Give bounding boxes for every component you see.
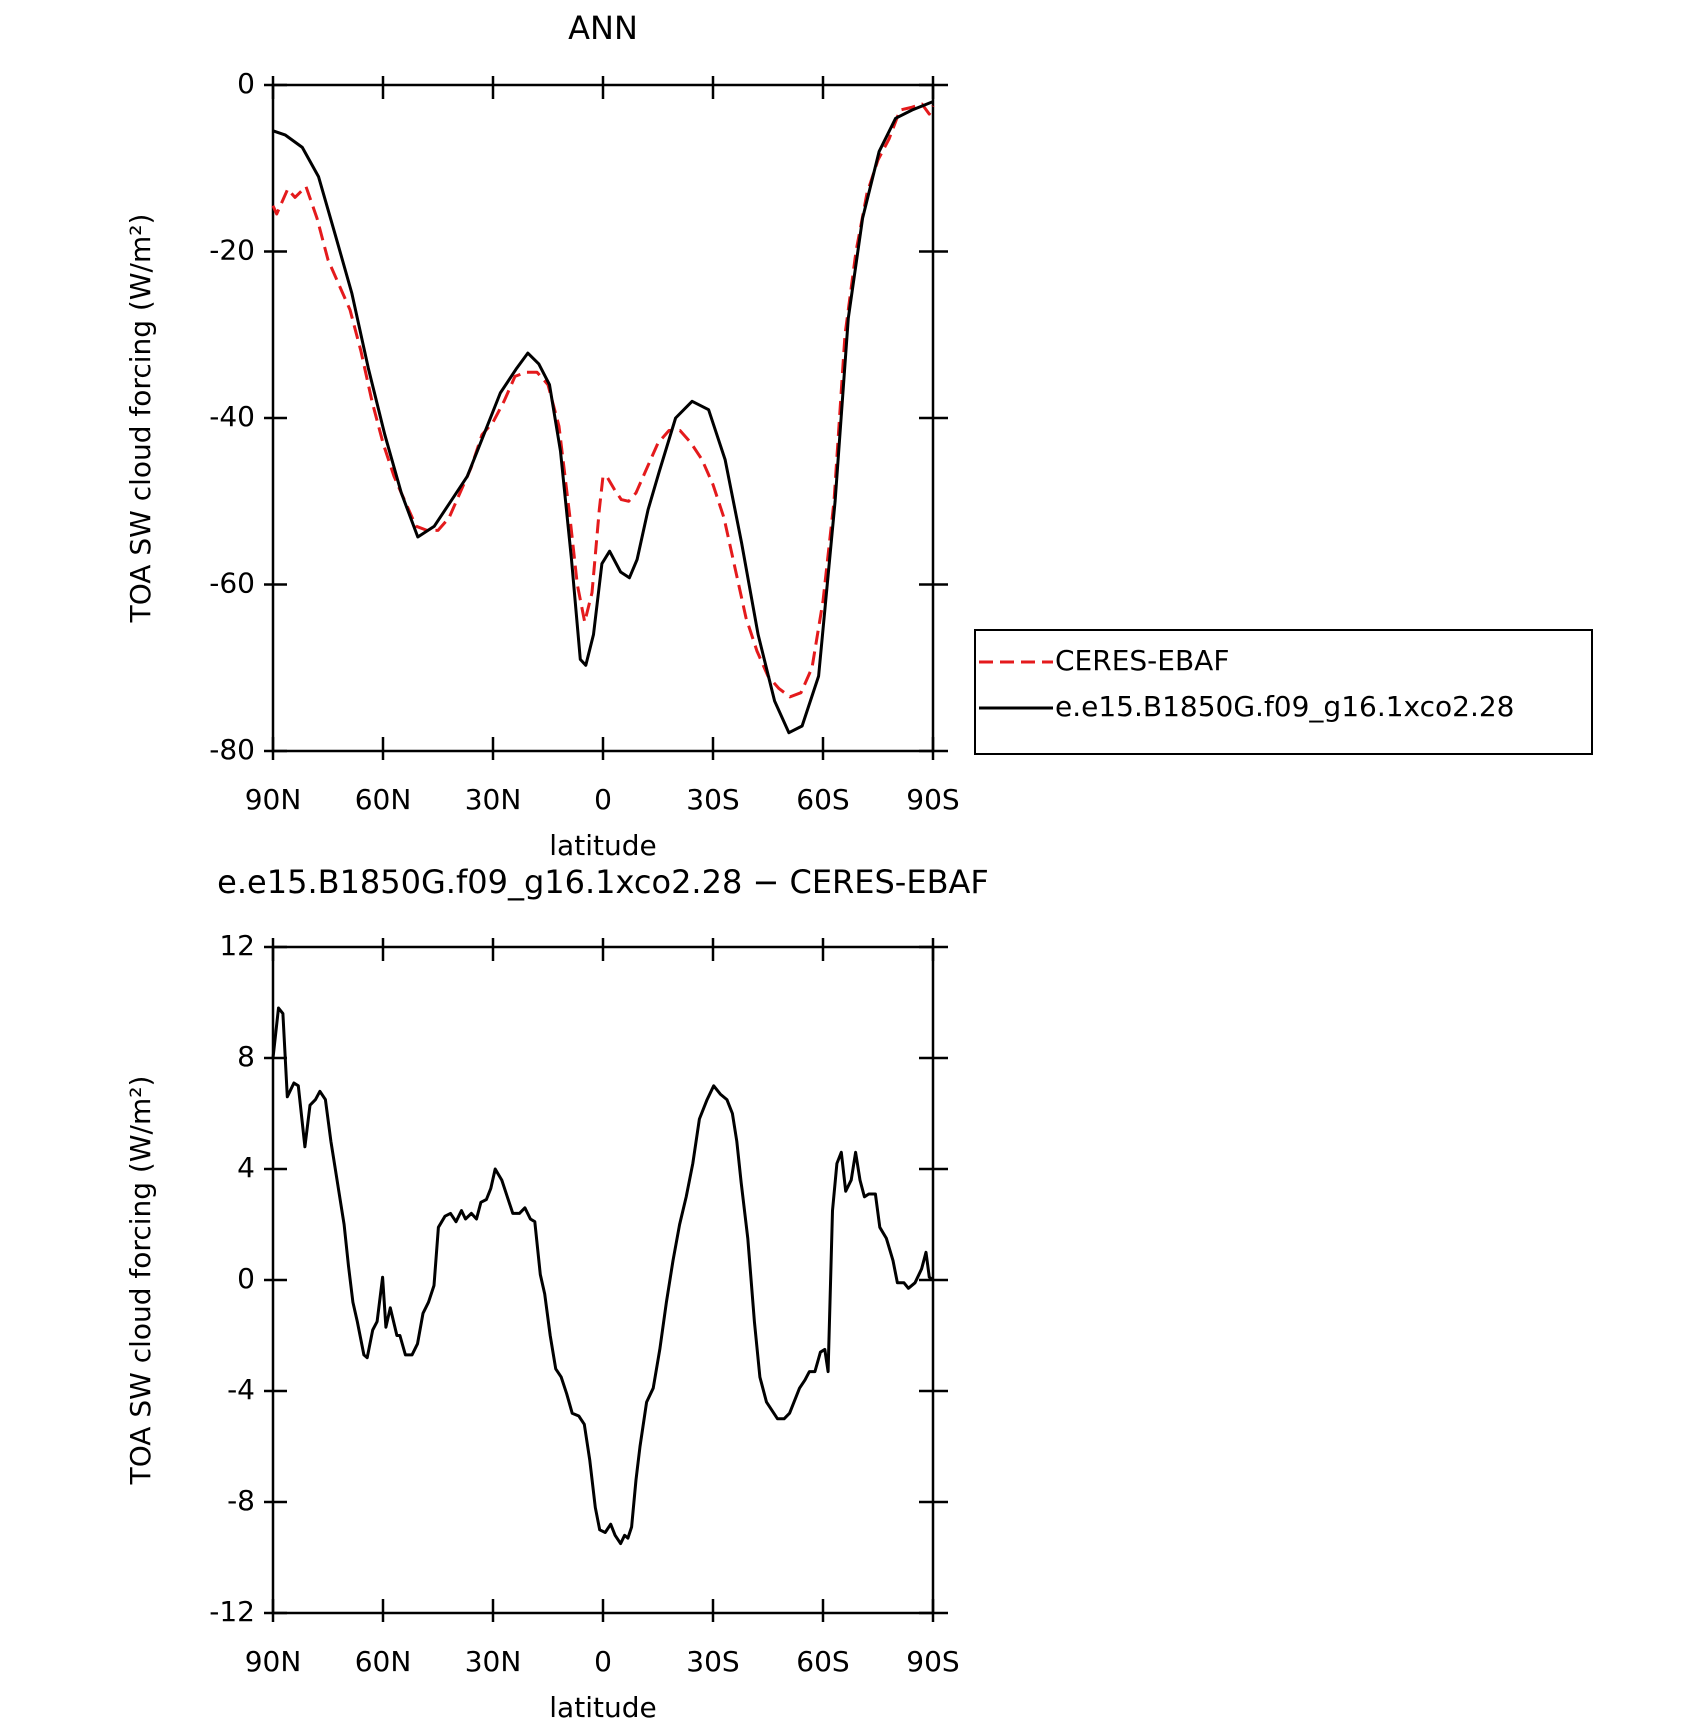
y-tick-label: -20 [209,234,255,267]
y-tick-label: 0 [237,1262,255,1295]
x-tick-label: 60N [355,783,412,816]
y-tick-label: -12 [209,1595,255,1628]
x-tick-label: 60S [796,783,849,816]
x-tick-label: 60N [355,1645,412,1678]
y-tick-label: -4 [227,1373,255,1406]
data-line [271,102,935,699]
y-tick-label: 8 [237,1040,255,1073]
x-tick-label: 0 [594,783,612,816]
plot-frame [271,945,935,1615]
x-tick-label: 90N [245,1645,302,1678]
chart-title: e.e15.B1850G.f09_g16.1xco2.28 − CERES-EB… [217,863,989,901]
y-axis-label: TOA SW cloud forcing (W/m²) [124,1076,157,1486]
y-tick-label: 4 [237,1151,255,1184]
y-tick-label: -8 [227,1484,255,1517]
x-tick-label: 90N [245,783,302,816]
legend-box [974,629,1593,755]
x-axis-label: latitude [549,829,656,862]
data-line [271,1006,934,1546]
x-tick-label: 0 [594,1645,612,1678]
data-line [272,100,934,735]
x-tick-label: 30N [465,1645,522,1678]
x-tick-label: 30S [686,783,739,816]
y-tick-label: -80 [209,733,255,766]
x-tick-label: 90S [906,1645,959,1678]
legend-label: CERES-EBAF [1055,644,1229,677]
y-tick-label: 0 [237,67,255,100]
plot-frame [271,83,935,753]
x-tick-label: 30N [465,783,522,816]
x-tick-label: 90S [906,783,959,816]
x-tick-label: 30S [686,1645,739,1678]
chart-title: ANN [568,9,638,47]
y-tick-label: -40 [209,400,255,433]
x-axis-label: latitude [549,1691,656,1724]
x-tick-label: 60S [796,1645,849,1678]
y-axis-label: TOA SW cloud forcing (W/m²) [124,214,157,624]
y-tick-label: 12 [219,929,255,962]
legend-label: e.e15.B1850G.f09_g16.1xco2.28 [1055,690,1515,723]
y-tick-label: -60 [209,567,255,600]
